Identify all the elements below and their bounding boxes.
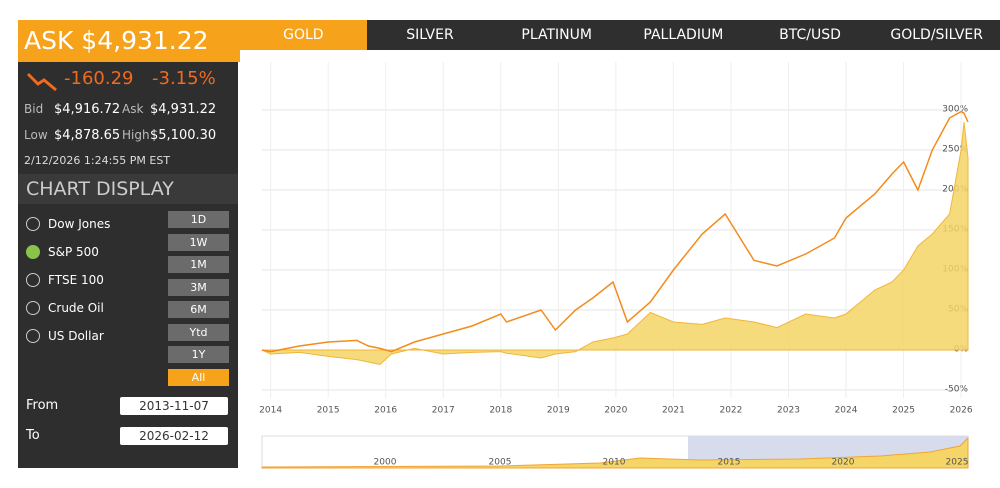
y-tick-label: 250% (942, 145, 968, 155)
quote-value: $4,878.65 (54, 128, 121, 143)
x-tick-label: 2017 (432, 406, 455, 416)
range-button[interactable]: 1M (168, 256, 229, 273)
x-tick-label: 2022 (719, 406, 742, 416)
range-button[interactable]: 3M (168, 278, 229, 296)
down-arrow-icon (26, 72, 57, 92)
x-tick-label: 2018 (489, 406, 512, 416)
radio[interactable] (26, 273, 40, 287)
navigator-tick-label: 2005 (489, 458, 512, 468)
quote-value: $4,916.72 (54, 102, 121, 117)
tab[interactable]: SILVER (406, 27, 454, 43)
quote-value: $5,100.30 (150, 128, 217, 143)
option-label: Crude Oil (48, 301, 104, 315)
radio-option[interactable]: Crude Oil (26, 301, 104, 315)
quote-label: High (122, 128, 150, 142)
from-input[interactable]: 2013-11-07 (120, 397, 228, 415)
tab[interactable]: PALLADIUM (643, 27, 724, 43)
navigator-tick-label: 2020 (832, 458, 855, 468)
line (261, 110, 969, 353)
x-tick-label: 2021 (662, 406, 685, 416)
quote-label: Bid (24, 102, 44, 116)
navigator-tick-label: 2000 (374, 458, 397, 468)
tab[interactable]: GOLD/SILVER (890, 27, 983, 43)
x-tick-label: 2024 (835, 406, 858, 416)
x-tick-label: 2020 (604, 406, 627, 416)
radio-option[interactable]: US Dollar (26, 329, 104, 343)
ask-price: ASK $4,931.22 (18, 20, 240, 62)
from-label: From (26, 398, 59, 413)
range-button[interactable]: All (168, 368, 229, 386)
section-title: CHART DISPLAY (18, 174, 238, 204)
navigator-tick-label: 2010 (603, 458, 626, 468)
radio[interactable] (26, 329, 40, 343)
x-tick-label: 2015 (317, 406, 340, 416)
radio[interactable] (26, 301, 40, 315)
x-tick-label: 2025 (892, 406, 915, 416)
radio[interactable] (26, 217, 40, 231)
range-button[interactable]: 6M (168, 301, 229, 318)
area (261, 121, 969, 365)
navigator-tick-label: 2025 (946, 458, 969, 468)
navigator-tick-label: 2015 (718, 458, 741, 468)
to-input[interactable]: 2026-02-12 (120, 427, 228, 445)
to-label: To (26, 428, 40, 443)
side-panel: -160.29 -3.15% Bid $4,916.72 Ask $4,931.22 L… (18, 62, 238, 468)
quote-label: Ask (122, 102, 144, 116)
range-button[interactable]: Ytd (168, 323, 229, 341)
quote-label: Low (24, 128, 48, 142)
option-label: Dow Jones (48, 217, 111, 231)
range-button[interactable]: 1Y (168, 346, 229, 363)
x-tick-label: 2014 (259, 406, 282, 416)
y-tick-label: 300% (942, 105, 968, 115)
change-pct: -3.15% (152, 68, 216, 89)
radio-option[interactable]: S&P 500 (26, 245, 99, 259)
option-label: FTSE 100 (48, 273, 104, 287)
tab[interactable]: BTC/USD (779, 27, 841, 43)
radio-option[interactable]: FTSE 100 (26, 273, 104, 287)
tab[interactable]: GOLD (240, 20, 367, 50)
x-tick-label: 2026 (950, 406, 973, 416)
quote-value: $4,931.22 (150, 102, 217, 117)
radio-option[interactable]: Dow Jones (26, 217, 110, 231)
timestamp: 2/12/2026 1:24:55 PM EST (24, 154, 171, 167)
option-label: US Dollar (48, 329, 104, 343)
x-tick-label: 2023 (777, 406, 800, 416)
navigator-series (261, 436, 969, 469)
change: -160.29 (64, 68, 134, 89)
x-tick-label: 2016 (374, 406, 397, 416)
option-label: S&P 500 (48, 245, 99, 259)
x-tick-label: 2019 (547, 406, 570, 416)
tab-bar: GOLD SILVER PLATINUM PALLADIUM BTC/USD GOLD/S… (240, 20, 1000, 50)
y-tick-label: -50% (945, 385, 969, 395)
range-button[interactable]: 1D (168, 211, 229, 228)
radio[interactable] (26, 245, 40, 259)
range-button[interactable]: 1W (168, 233, 229, 251)
tab[interactable]: PLATINUM (521, 27, 592, 43)
